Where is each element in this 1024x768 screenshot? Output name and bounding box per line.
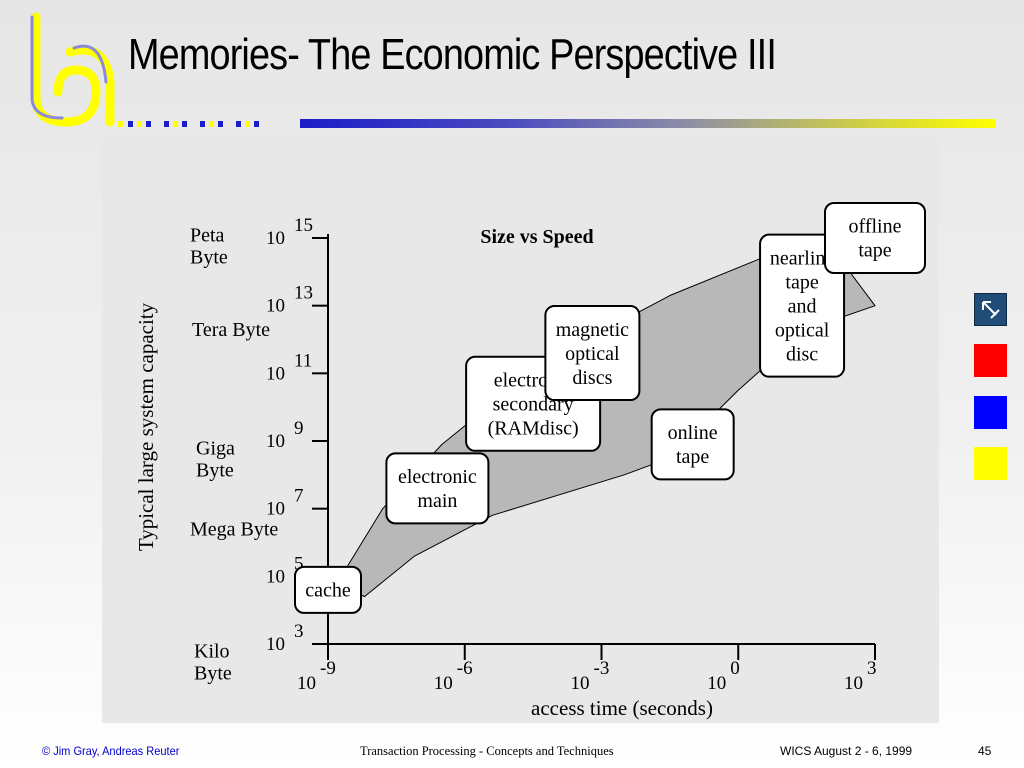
item-magnetic-optical-discs: magnetic optical discs — [544, 305, 641, 402]
item-label-line: optical — [775, 319, 830, 341]
item-label-line: tape — [676, 446, 709, 468]
item-box — [294, 565, 362, 614]
y-tick-base: 10 — [266, 228, 285, 249]
item-box — [824, 202, 926, 274]
logo — [30, 12, 115, 127]
y-tick-base: 10 — [266, 296, 285, 317]
y-category-line: Byte — [194, 663, 232, 685]
item-label: online tape — [668, 422, 718, 468]
y-tick-base: 10 — [266, 431, 285, 452]
y-category-line: Byte — [190, 246, 228, 268]
x-tick-exponent: 3 — [867, 658, 877, 679]
item-label-line: discs — [572, 367, 612, 389]
y-category-line: Giga — [196, 438, 235, 460]
item-box — [759, 233, 846, 378]
page-title: Memories- The Economic Perspective III — [128, 30, 777, 79]
item-label-line: magnetic — [556, 319, 629, 341]
item-label-line: cache — [305, 580, 351, 602]
item-label-line: optical — [565, 343, 620, 365]
x-tick-exponent: -9 — [320, 658, 336, 679]
footer-date: WICS August 2 - 6, 1999 — [780, 744, 913, 758]
footer-course-title: Transaction Processing - Concepts and Te… — [360, 744, 614, 758]
x-tick-base: 10 — [297, 673, 316, 694]
item-label-line: disc — [786, 343, 818, 365]
arrow-up-left-icon — [981, 300, 1000, 319]
y-ticks: 10 15 10 13 10 11 10 9 10 7 10 5 10 3 — [266, 215, 328, 655]
item-label-line: (RAMdisc) — [488, 418, 579, 440]
item-label-line: offline — [849, 216, 902, 238]
y-category-label: Tera Byte — [192, 319, 270, 341]
item-box — [650, 408, 735, 481]
item-online-tape: online tape — [650, 408, 735, 481]
y-category-line: Kilo — [194, 641, 230, 663]
y-tick-exponent: 3 — [294, 621, 304, 642]
x-tick-exponent: -3 — [594, 658, 610, 679]
item-label: cache — [305, 580, 351, 602]
y-category-line: Mega Byte — [190, 519, 278, 541]
footer-page-number: 45 — [978, 744, 992, 758]
item-label-line: main — [417, 490, 457, 512]
x-tick-base: 10 — [707, 673, 726, 694]
decorative-dots — [118, 121, 259, 127]
x-tick-base: 10 — [571, 673, 590, 694]
item-cache: cache — [294, 565, 362, 614]
item-label-line: online — [668, 422, 718, 444]
y-category-line: Byte — [196, 460, 234, 482]
item-label: electronic main — [398, 466, 477, 512]
y-category-label: Giga Byte — [196, 438, 235, 482]
y-tick-exponent: 5 — [294, 553, 304, 574]
nav-red-button[interactable] — [974, 344, 1007, 377]
item-label: nearline tape and optical disc — [770, 247, 835, 365]
item-label: magnetic optical discs — [556, 319, 629, 389]
y-tick-base: 10 — [266, 566, 285, 587]
y-category-label: Mega Byte — [190, 519, 278, 541]
y-tick-exponent: 13 — [294, 283, 313, 304]
y-category-label: Peta Byte — [190, 224, 228, 268]
y-tick-exponent: 7 — [294, 486, 304, 507]
nav-yellow-button[interactable] — [974, 447, 1007, 480]
item-label-line: nearline — [770, 247, 835, 269]
y-tick-exponent: 9 — [294, 418, 304, 439]
item-label-line: electronic — [398, 466, 477, 488]
y-tick-base: 10 — [266, 363, 285, 384]
item-label-line: tape — [858, 240, 891, 262]
nav-arrow-button[interactable] — [974, 293, 1007, 326]
x-tick-base: 10 — [844, 673, 863, 694]
y-tick-base: 10 — [266, 499, 285, 520]
y-category-label: Kilo Byte — [194, 641, 232, 685]
chart-title: Size vs Speed — [480, 226, 593, 248]
y-axis-label: Typical large system capacity — [134, 302, 158, 551]
title-rule — [300, 119, 996, 128]
item-electronic-main: electronic main — [385, 452, 490, 525]
item-box — [544, 305, 641, 402]
footer-copyright: © Jim Gray, Andreas Reuter — [42, 744, 180, 758]
item-box — [385, 452, 490, 525]
x-tick-base: 10 — [434, 673, 453, 694]
x-tick-exponent: 0 — [730, 658, 740, 679]
y-category-line: Tera Byte — [192, 319, 270, 341]
item-label: offline tape — [849, 216, 902, 262]
y-tick-exponent: 15 — [294, 215, 313, 236]
item-label-line: tape — [785, 271, 818, 293]
nav-blue-button[interactable] — [974, 396, 1007, 429]
item-nearline-tape-optical-disc: nearline tape and optical disc — [759, 233, 846, 378]
y-category-line: Peta — [190, 224, 225, 246]
item-offline-tape: offline tape — [824, 202, 926, 274]
y-tick-base: 10 — [266, 634, 285, 655]
item-label-line: and — [788, 295, 817, 317]
x-tick-exponent: -6 — [457, 658, 473, 679]
y-tick-exponent: 11 — [294, 350, 312, 371]
x-axis-label: access time (seconds) — [531, 696, 713, 720]
